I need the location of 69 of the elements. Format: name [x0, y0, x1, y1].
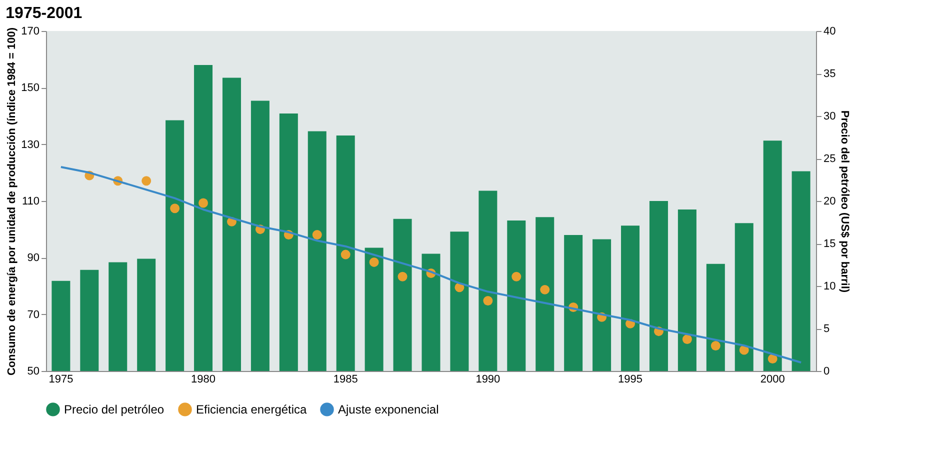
point [540, 284, 550, 294]
bar [734, 223, 754, 371]
legend-label: Eficiencia energética [196, 402, 308, 416]
point [142, 176, 152, 186]
bar [250, 100, 270, 371]
y-tick-label: 90 [27, 252, 40, 264]
point [512, 272, 522, 282]
y2-tick-label: 20 [824, 196, 836, 208]
point [369, 257, 379, 267]
bar [308, 131, 326, 371]
bar [478, 190, 498, 371]
y2-tick-label: 10 [824, 280, 836, 292]
y-axis-title: Consumo de energía por unidad de producción (índice 1984 = 100) [6, 27, 18, 376]
bar [52, 280, 70, 371]
y2-tick-label: 30 [824, 110, 836, 122]
y-tick-label: 150 [21, 82, 40, 94]
bar [137, 258, 156, 371]
point [483, 296, 493, 306]
x-tick-label: 1980 [191, 374, 216, 386]
bar [706, 264, 725, 371]
x-tick-label: 1975 [48, 374, 74, 386]
line-series [60, 166, 802, 364]
y-tick-label: 130 [21, 138, 40, 151]
bar [678, 210, 696, 371]
bar [222, 78, 241, 371]
point [198, 198, 208, 208]
x-tick-label: 1985 [333, 374, 358, 386]
legend-label: Precio del petróleo [64, 402, 164, 416]
point [170, 204, 180, 214]
y-tick-label: 50 [27, 366, 40, 378]
bar [564, 235, 583, 371]
point [340, 250, 350, 260]
y2-tick-label: 15 [824, 238, 836, 250]
point [398, 272, 408, 282]
y-tick-label: 110 [22, 196, 40, 208]
y2-tick-label: 25 [824, 153, 836, 165]
y2-tick-label: 5 [824, 323, 830, 335]
point [710, 341, 720, 351]
bar [507, 220, 526, 371]
bar [621, 226, 640, 371]
y2-axis-title: Precio del petróleo (US$ por barril) [838, 110, 851, 293]
bar [763, 140, 782, 371]
bar [166, 120, 184, 371]
bar [336, 136, 355, 371]
bar [422, 254, 440, 371]
y2-tick-label: 40 [824, 26, 836, 38]
bar [649, 201, 668, 371]
bar [194, 65, 213, 371]
point [312, 230, 322, 240]
bar [536, 217, 554, 371]
chart-title: 1975-2001 [6, 5, 82, 22]
point [682, 334, 692, 344]
bar [108, 262, 128, 371]
bar [792, 171, 810, 371]
y2-tick-label: 0 [824, 366, 830, 378]
y-tick-label: 70 [27, 308, 40, 321]
bar [393, 218, 412, 371]
bar [592, 239, 612, 371]
bar [80, 270, 99, 371]
bar [364, 248, 384, 371]
legend-label: Ajuste exponencial [338, 402, 439, 416]
bar [450, 232, 469, 371]
y-tick-label: 170 [21, 26, 40, 38]
point [768, 354, 778, 364]
x-tick-label: 1990 [476, 374, 500, 386]
x-tick-label: 1995 [618, 374, 643, 386]
x-tick-label: 2000 [760, 374, 785, 386]
bar [279, 113, 298, 371]
y2-tick-label: 35 [824, 68, 836, 80]
